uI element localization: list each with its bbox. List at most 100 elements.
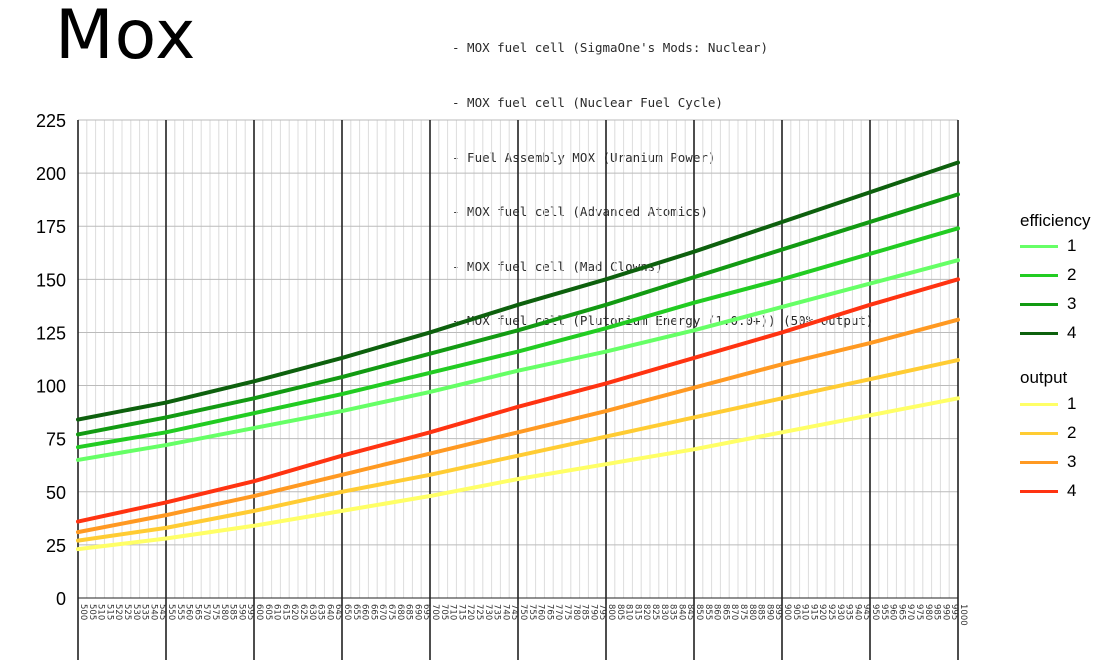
x-tick-label: 945 bbox=[861, 604, 871, 620]
legend-swatch bbox=[1020, 303, 1058, 306]
x-tick-label: 730 bbox=[483, 604, 493, 620]
x-tick-label: 960 bbox=[888, 604, 898, 620]
x-tick-label: 880 bbox=[747, 604, 757, 620]
x-tick-label: 750 bbox=[518, 604, 528, 620]
x-tick-label: 700 bbox=[430, 604, 440, 620]
series-line-efficiency-3 bbox=[76, 192, 960, 437]
x-tick-label: 775 bbox=[562, 604, 572, 620]
x-tick-label: 800 bbox=[606, 604, 616, 620]
legend-output-title: output bbox=[1020, 368, 1068, 387]
x-tick-label: 810 bbox=[624, 604, 634, 620]
y-axis-tick-labels: 0 25 50 75 100 125 150 175 200 225 bbox=[36, 111, 66, 609]
legend-label: 2 bbox=[1067, 423, 1077, 442]
x-tick-label: 725 bbox=[474, 604, 484, 620]
x-tick-label: 755 bbox=[527, 604, 537, 620]
series-lines bbox=[76, 160, 960, 552]
x-tick-label: 920 bbox=[817, 604, 827, 620]
x-tick-label: 520 bbox=[113, 604, 123, 620]
x-tick-label: 860 bbox=[712, 604, 722, 620]
series-line-output-3 bbox=[76, 317, 960, 535]
x-tick-label: 695 bbox=[421, 604, 431, 620]
x-tick-label: 835 bbox=[668, 604, 678, 620]
x-axis-tick-labels: 5005055105155205255305355405455505555605… bbox=[78, 604, 968, 626]
y-tick-label: 25 bbox=[46, 536, 66, 556]
x-tick-label: 655 bbox=[351, 604, 361, 620]
axes bbox=[77, 120, 959, 660]
major-gridlines bbox=[165, 120, 871, 660]
x-tick-label: 660 bbox=[360, 604, 370, 620]
x-tick-label: 925 bbox=[826, 604, 836, 620]
x-tick-label: 955 bbox=[879, 604, 889, 620]
x-tick-label: 605 bbox=[263, 604, 273, 620]
y-tick-label: 125 bbox=[36, 323, 66, 343]
x-tick-label: 740 bbox=[500, 604, 510, 620]
x-tick-label: 570 bbox=[201, 604, 211, 620]
x-tick-label: 545 bbox=[157, 604, 167, 620]
x-tick-label: 675 bbox=[386, 604, 396, 620]
x-tick-label: 830 bbox=[659, 604, 669, 620]
x-tick-label: 615 bbox=[280, 604, 290, 620]
x-tick-label: 685 bbox=[404, 604, 414, 620]
x-tick-label: 965 bbox=[896, 604, 906, 620]
source-item: - MOX fuel cell (SigmaOne's Mods: Nuclea… bbox=[452, 40, 769, 56]
legend-label: 3 bbox=[1067, 294, 1077, 313]
x-tick-label: 915 bbox=[808, 604, 818, 620]
x-tick-label: 540 bbox=[148, 604, 158, 620]
x-tick-label: 610 bbox=[272, 604, 282, 620]
x-tick-label: 585 bbox=[228, 604, 238, 620]
source-item: - MOX fuel cell (Nuclear Fuel Cycle) bbox=[452, 95, 723, 111]
legend-label: 4 bbox=[1067, 481, 1077, 500]
legend-label: 4 bbox=[1067, 323, 1077, 342]
x-tick-label: 595 bbox=[245, 604, 255, 620]
x-tick-label: 515 bbox=[104, 604, 114, 620]
x-tick-label: 560 bbox=[184, 604, 194, 620]
x-tick-label: 640 bbox=[324, 604, 334, 620]
x-tick-label: 670 bbox=[377, 604, 387, 620]
x-tick-label: 910 bbox=[800, 604, 810, 620]
series-line-efficiency-1 bbox=[76, 258, 960, 462]
legend-efficiency-title: efficiency bbox=[1020, 211, 1091, 230]
series-line-output-1 bbox=[76, 396, 960, 552]
x-tick-label: 650 bbox=[342, 604, 352, 620]
x-tick-label: 745 bbox=[509, 604, 519, 620]
x-tick-label: 840 bbox=[676, 604, 686, 620]
chart-title: Mox bbox=[55, 0, 197, 75]
x-tick-label: 855 bbox=[703, 604, 713, 620]
x-tick-label: 865 bbox=[720, 604, 730, 620]
x-tick-label: 825 bbox=[650, 604, 660, 620]
x-tick-label: 805 bbox=[615, 604, 625, 620]
legend-swatch bbox=[1020, 432, 1058, 435]
legend-swatch bbox=[1020, 332, 1058, 335]
series-line-output-2 bbox=[76, 358, 960, 543]
x-tick-label: 635 bbox=[316, 604, 326, 620]
x-tick-label: 630 bbox=[307, 604, 317, 620]
x-tick-label: 505 bbox=[87, 604, 97, 620]
legend-swatch bbox=[1020, 403, 1058, 406]
x-tick-label: 710 bbox=[448, 604, 458, 620]
y-tick-label: 200 bbox=[36, 164, 66, 184]
x-tick-label: 990 bbox=[940, 604, 950, 620]
x-tick-label: 565 bbox=[192, 604, 202, 620]
legend-swatch bbox=[1020, 461, 1058, 464]
x-tick-label: 845 bbox=[685, 604, 695, 620]
x-tick-label: 790 bbox=[588, 604, 598, 620]
x-tick-label: 760 bbox=[536, 604, 546, 620]
x-tick-label: 970 bbox=[905, 604, 915, 620]
x-tick-label: 985 bbox=[932, 604, 942, 620]
series-line-efficiency-4 bbox=[76, 160, 960, 422]
x-tick-label: 645 bbox=[333, 604, 343, 620]
x-tick-label: 765 bbox=[544, 604, 554, 620]
x-tick-label: 905 bbox=[791, 604, 801, 620]
x-tick-label: 820 bbox=[641, 604, 651, 620]
x-tick-label: 935 bbox=[844, 604, 854, 620]
y-tick-label: 175 bbox=[36, 217, 66, 237]
series-line-output-4 bbox=[76, 277, 960, 524]
x-tick-label: 535 bbox=[140, 604, 150, 620]
x-tick-label: 1000 bbox=[958, 604, 968, 626]
x-tick-label: 620 bbox=[289, 604, 299, 620]
legend-swatch bbox=[1020, 274, 1058, 277]
x-tick-label: 890 bbox=[764, 604, 774, 620]
x-tick-label: 875 bbox=[738, 604, 748, 620]
x-tick-label: 930 bbox=[835, 604, 845, 620]
